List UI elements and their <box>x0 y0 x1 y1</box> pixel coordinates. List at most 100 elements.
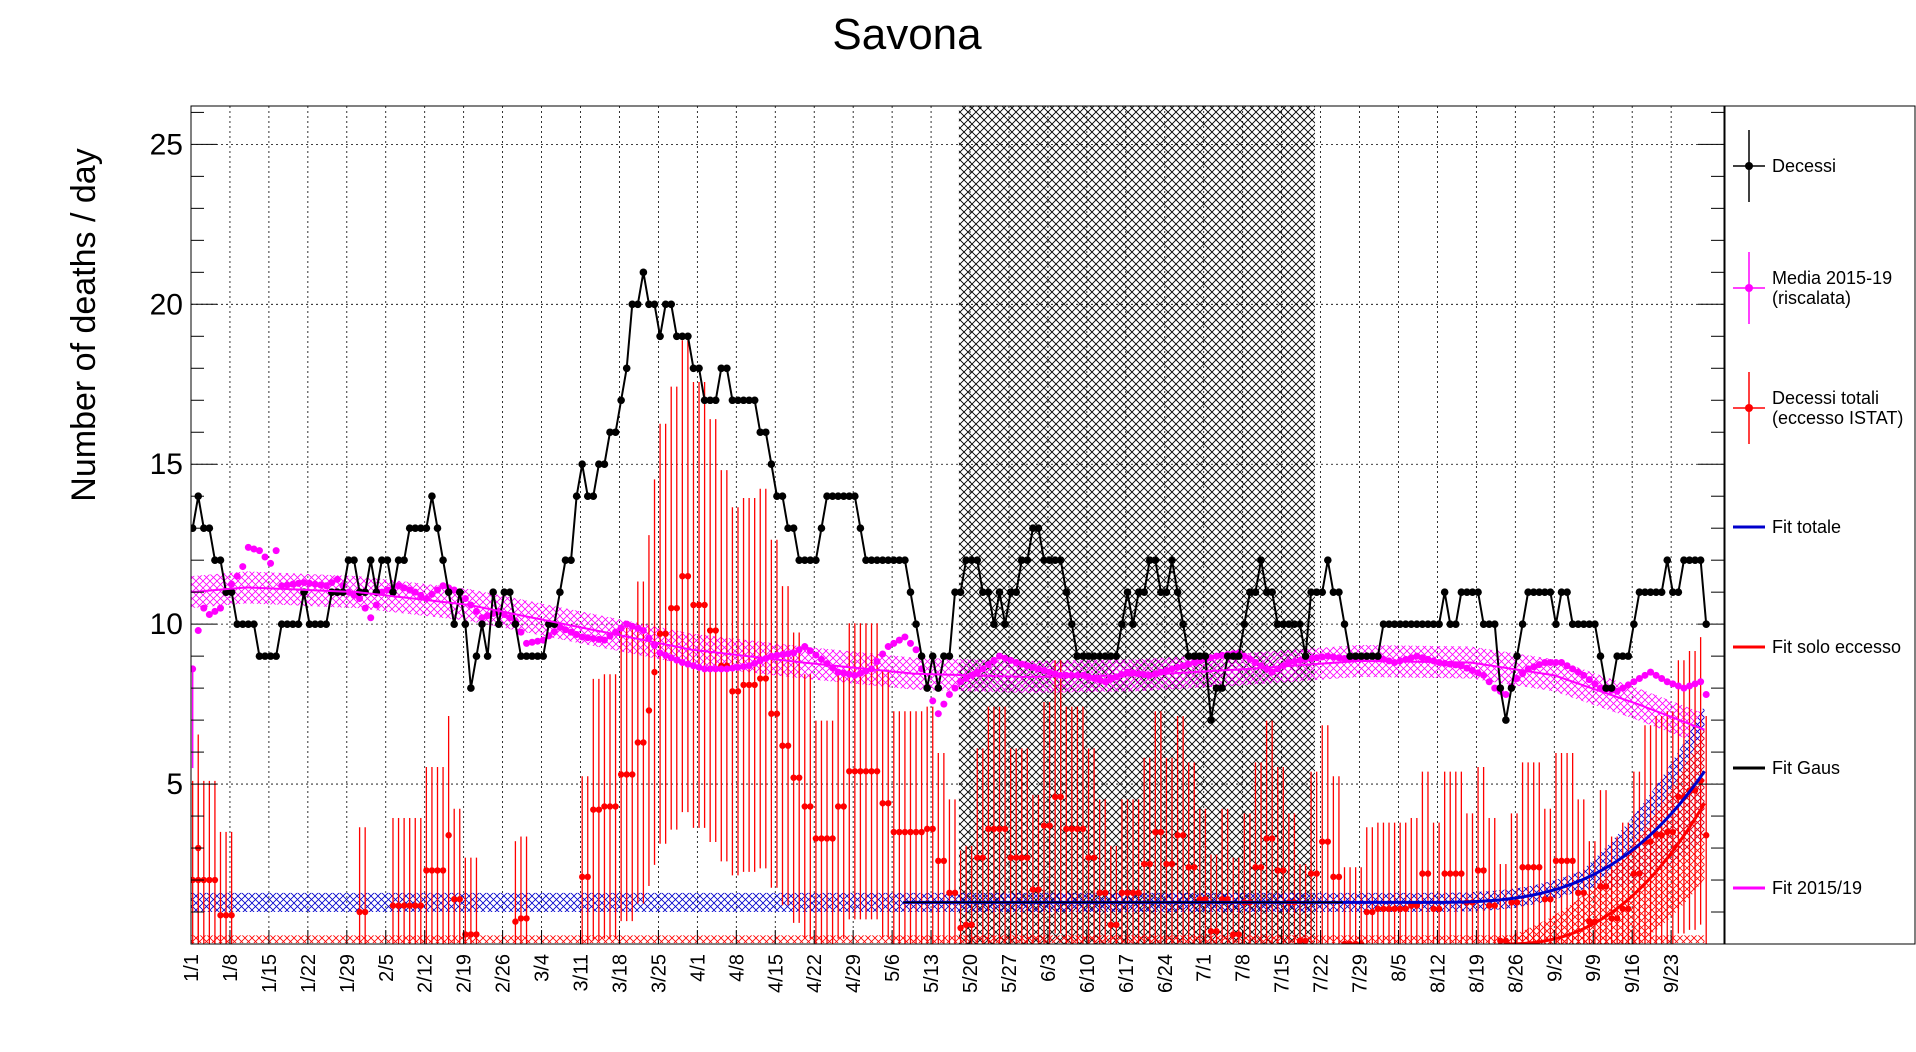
media-point <box>795 646 803 654</box>
media-point <box>684 660 692 668</box>
decessi-point <box>1390 620 1399 628</box>
media-point <box>884 643 892 651</box>
eccesso-point <box>211 876 219 884</box>
fit-eccesso-band <box>1504 727 1705 944</box>
decessi-point <box>1023 556 1032 564</box>
eccesso-point <box>1152 828 1159 836</box>
decessi-point <box>1312 588 1321 596</box>
eccesso-point <box>1146 860 1153 868</box>
media-point <box>945 691 953 699</box>
decessi-point <box>1251 588 1260 596</box>
eccesso-point <box>1129 889 1137 897</box>
decessi-point <box>1479 620 1488 628</box>
eccesso-point <box>1218 896 1226 903</box>
eccesso-point <box>751 681 758 689</box>
decessi-point <box>862 556 870 564</box>
media-point <box>506 614 514 622</box>
decessi-point <box>450 620 458 628</box>
decessi-point <box>711 396 720 405</box>
decessi-point <box>344 556 353 564</box>
decessi-point <box>1518 620 1527 628</box>
decessi-point <box>606 428 614 437</box>
eccesso-point <box>1124 889 1131 897</box>
eccesso-point <box>1636 870 1643 877</box>
decessi-point <box>1340 620 1349 628</box>
gridlines <box>190 106 1724 944</box>
media-point <box>1552 659 1560 667</box>
decessi-point <box>1435 620 1443 628</box>
eccesso-point <box>1702 832 1710 839</box>
decessi-point <box>778 492 787 501</box>
eccesso-point <box>840 803 847 810</box>
x-tick-label: 6/3 <box>1038 954 1060 982</box>
eccesso-point <box>1046 822 1053 829</box>
decessi-point <box>422 524 431 532</box>
eccesso-point <box>395 902 402 909</box>
decessi-point <box>1017 556 1026 564</box>
decessi-point <box>967 556 976 564</box>
decessi-point <box>1574 620 1583 628</box>
media-point <box>745 662 753 670</box>
media-point <box>890 639 898 647</box>
media-point <box>1162 667 1170 675</box>
eccesso-point <box>851 768 859 775</box>
y-tick-label: 10 <box>150 608 183 641</box>
eccesso-point <box>1224 896 1231 903</box>
decessi-point <box>889 556 898 564</box>
eccesso-point <box>450 896 458 903</box>
eccesso-point <box>1435 905 1443 913</box>
eccesso-point <box>857 768 864 775</box>
eccesso-point <box>901 828 909 836</box>
media-point <box>1096 676 1104 684</box>
eccesso-point <box>1430 905 1437 913</box>
decessi-point <box>1429 620 1438 628</box>
decessi-point <box>400 556 408 564</box>
eccesso-point <box>823 835 831 842</box>
media-point <box>1123 668 1131 676</box>
media-point <box>996 652 1004 660</box>
decessi-point <box>227 588 236 596</box>
media-point <box>1502 691 1510 699</box>
media-point <box>1023 662 1031 670</box>
eccesso-point <box>612 803 619 810</box>
eccesso-point <box>1647 838 1654 845</box>
decessi-point <box>1307 588 1315 596</box>
decessi-point <box>1184 652 1193 660</box>
media-point <box>1318 653 1326 661</box>
media-point <box>1185 660 1193 668</box>
media-point <box>311 580 319 588</box>
decessi-point <box>1262 588 1271 596</box>
eccesso-point <box>890 828 897 836</box>
media-point <box>1418 654 1426 662</box>
eccesso-point <box>1569 857 1576 865</box>
decessi-point <box>1490 620 1499 628</box>
decessi-point <box>417 524 425 532</box>
eccesso-point <box>990 825 998 833</box>
eccesso-point <box>795 774 803 781</box>
decessi-point <box>233 620 241 628</box>
eccesso-point <box>1001 825 1009 833</box>
eccesso-point <box>1157 828 1165 836</box>
x-tick-label: 3/25 <box>648 954 670 993</box>
media-point <box>706 665 714 673</box>
eccesso-point <box>1118 889 1126 897</box>
y-axis-label: Number of deaths / day <box>65 148 103 501</box>
media-point <box>1407 654 1415 662</box>
media-point <box>1463 664 1471 672</box>
x-tick-label: 8/26 <box>1505 954 1527 993</box>
decessi-point <box>1613 652 1621 660</box>
decessi-point <box>650 300 659 309</box>
media-point <box>1658 675 1666 683</box>
media-point <box>1613 687 1621 695</box>
eccesso-point <box>1408 902 1415 909</box>
decessi-point <box>494 620 503 628</box>
decessi-point <box>806 556 815 564</box>
media-point <box>701 665 709 673</box>
y-axis: 5 10 15 20 25 <box>150 111 1724 913</box>
media-point <box>556 623 564 631</box>
media-point <box>484 612 492 620</box>
media-point <box>1558 659 1566 667</box>
media-point <box>372 601 380 609</box>
media-point <box>300 579 308 587</box>
